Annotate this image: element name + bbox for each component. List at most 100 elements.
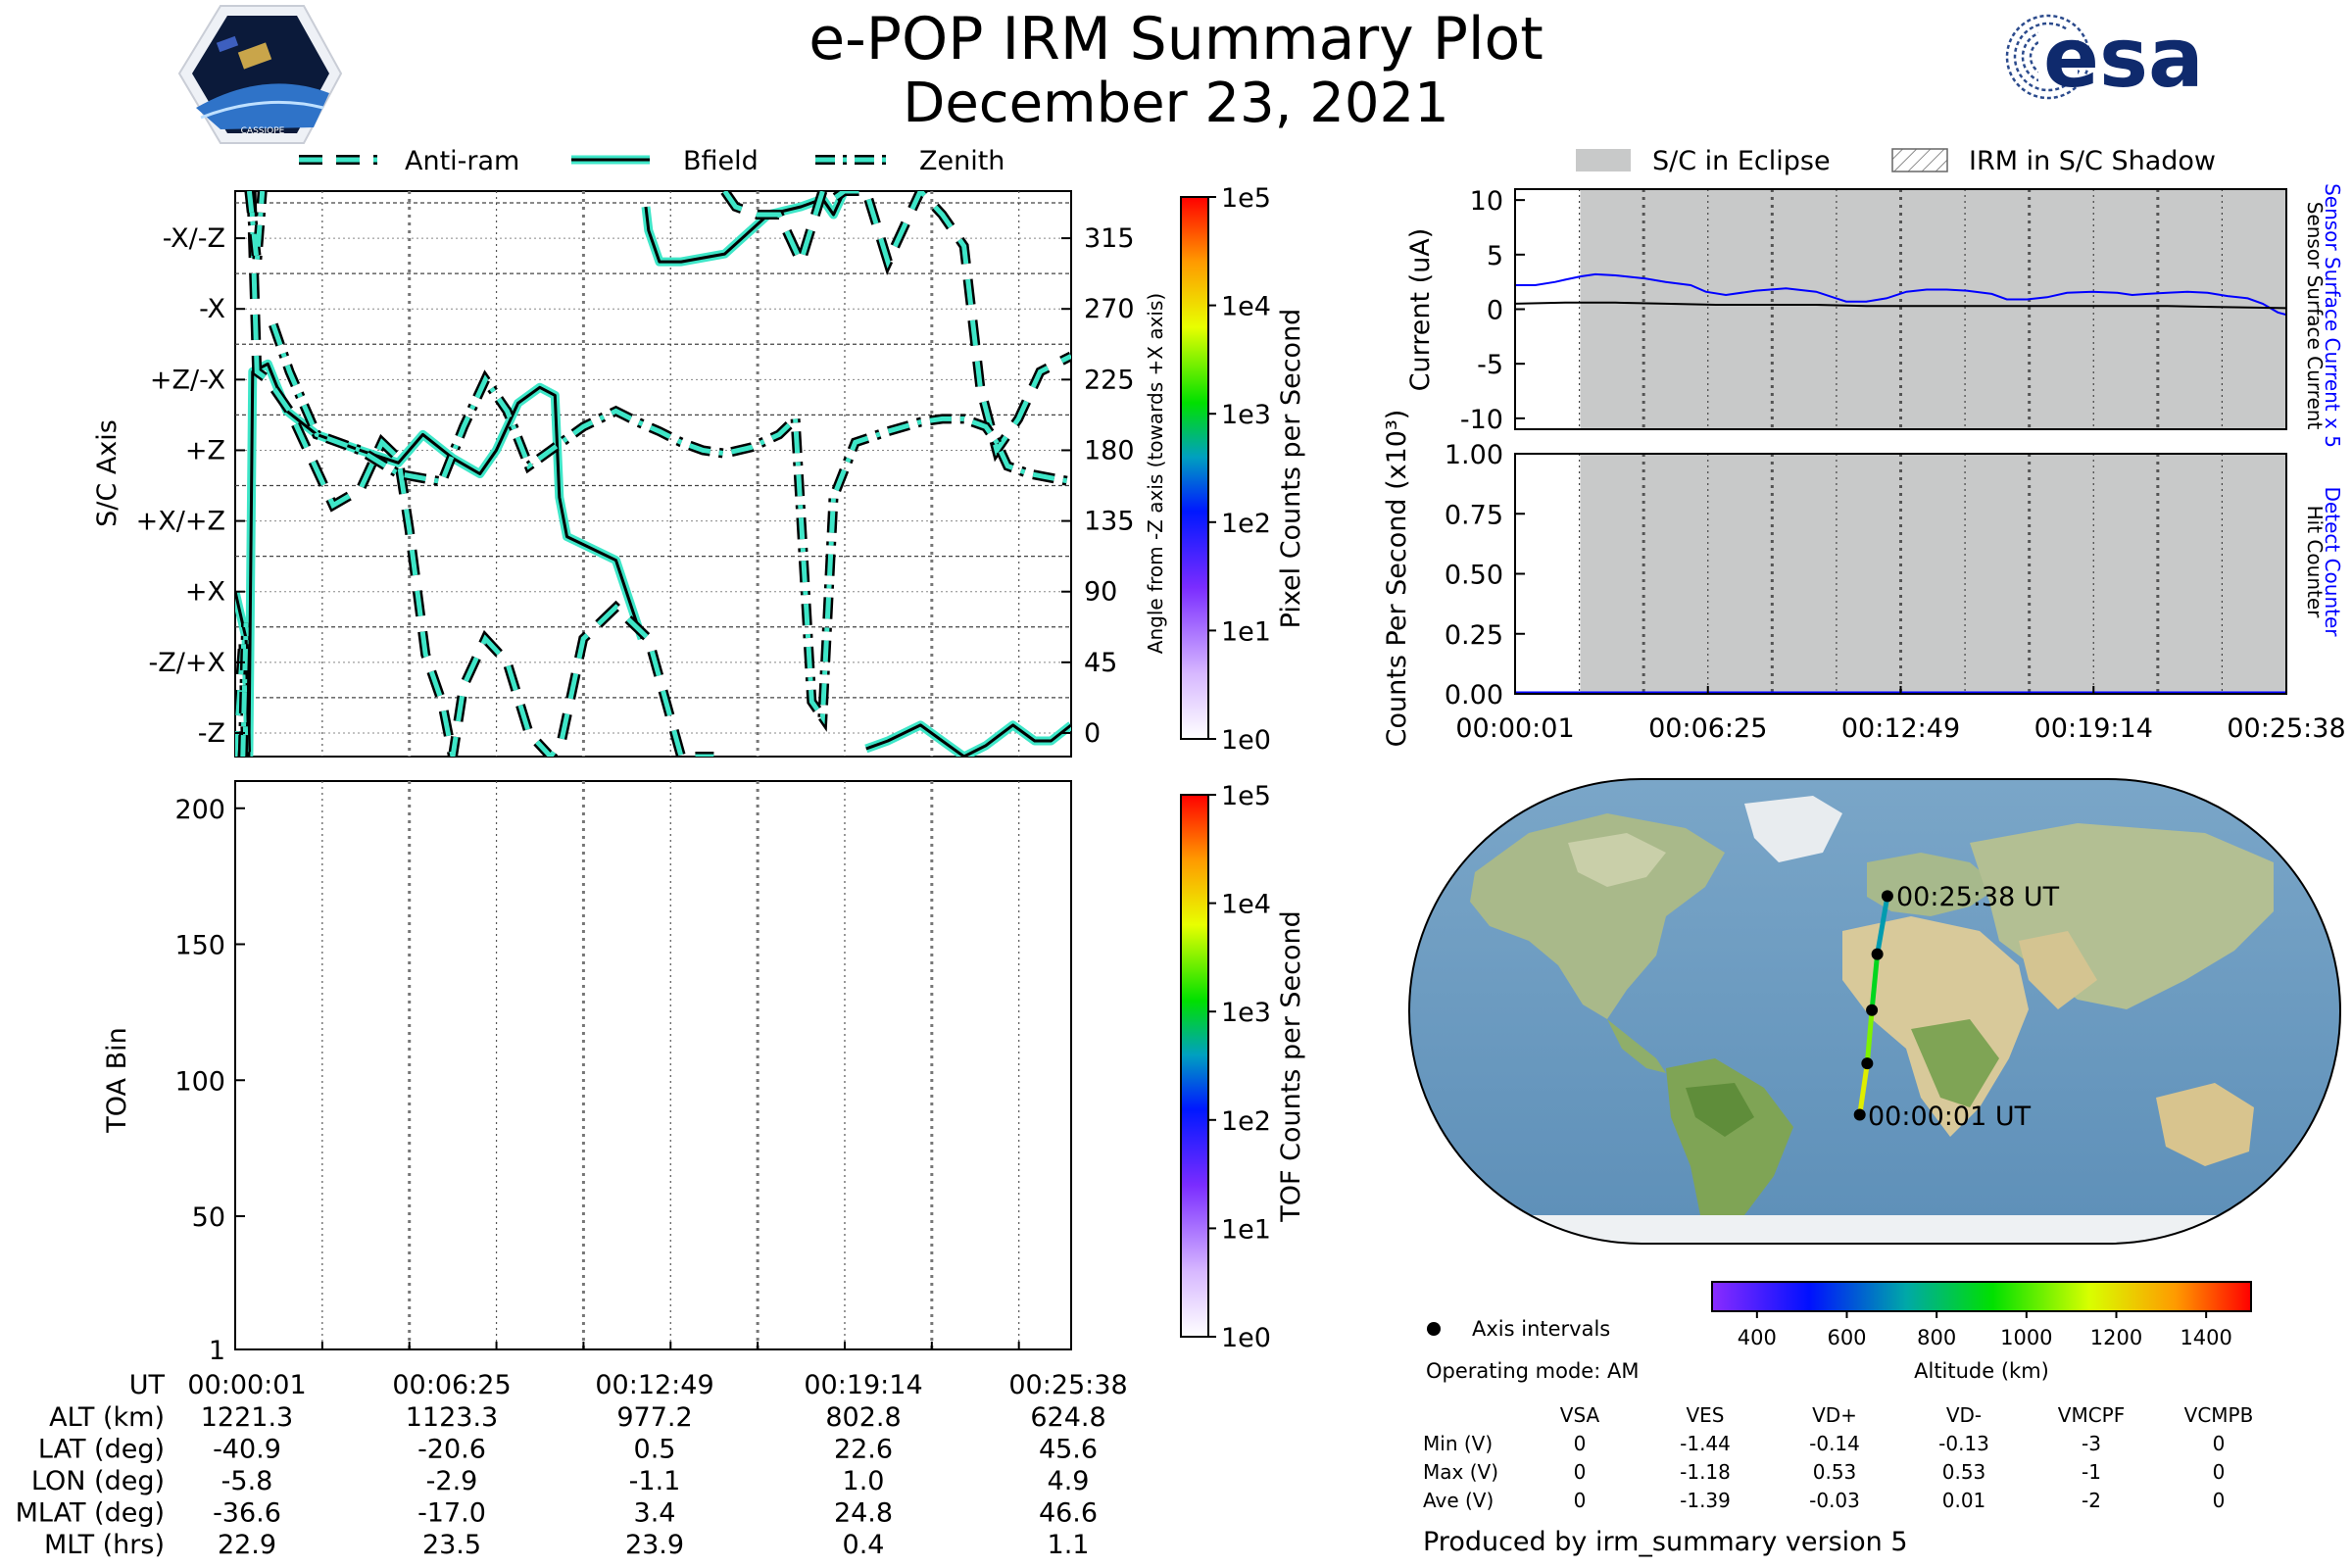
world-map: 00:25:38 UT 00:00:01 UT [1408,778,2341,1245]
voltage-cell: -0.13 [1938,1432,1989,1455]
orbit-table-cell: 4.9 [1048,1466,1090,1496]
orbit-table-row-label: MLT (hrs) [44,1530,165,1560]
orbit-table-cell: 23.9 [625,1530,684,1560]
voltage-cell: -0.03 [1809,1489,1860,1512]
orbit-table-time: 00:06:25 [392,1370,511,1400]
voltage-row-label: Max (V) [1423,1460,1498,1484]
voltage-column-header: VSA [1560,1403,1600,1427]
tof-colorbar: 1e0 1e1 1e2 1e3 1e4 1e5 TOF Counts per Second [1180,781,1306,1353]
counts-xtick-label: 00:25:38 [2227,713,2345,744]
voltage-column-header: VES [1686,1403,1724,1427]
title-block: e-POP IRM Summary Plot December 23, 2021 [745,6,1607,135]
voltage-cell: 0 [1574,1489,1587,1512]
orbit-table-row-label: LAT (deg) [38,1435,165,1465]
voltage-cell: 0.53 [1942,1460,1986,1484]
page-title: e-POP IRM Summary Plot [808,5,1544,74]
orbit-table-time: 00:00:01 [187,1370,306,1400]
orbit-table-cell: -17.0 [417,1498,486,1529]
voltage-cell: -1.44 [1680,1432,1731,1455]
attitude-ticks: -X/-Z -X +Z/-X +Z +X/+Z +X -Z/+X -Z 315 270 225 180… [136,223,1135,749]
tof-colorbar-tick-label: 1e2 [1221,1106,1271,1137]
counts-y2label-black: Hit Counter [2303,506,2327,618]
counts-ytick-label: 1.00 [1445,440,1503,470]
continents [1411,796,2340,1244]
cassiope-logo: CASSIOPE [177,5,343,144]
right-legend: S/C in Eclipse IRM in S/C Shadow [1576,146,2216,176]
toa-ytick-label: 1 [209,1336,225,1366]
orbit-table-cell: 0.5 [634,1435,676,1465]
pixel-colorbar-label: Pixel Counts per Second [1276,309,1306,629]
pixel-colorbar-tick-label: 1e3 [1221,400,1271,430]
orbit-table-cell: 23.5 [422,1530,481,1560]
counts-eclipse-band [1580,454,2286,694]
bfield-line [865,723,1071,757]
ground-track-segment [1864,1009,1875,1064]
orbit-table-row-label: MLAT (deg) [16,1498,165,1529]
orbit-table: UT 00:00:01 00:06:25 00:12:49 00:19:14 00:25:… [16,1370,1128,1560]
orbit-table-header-label: UT [129,1370,166,1400]
toa-ytick-label: 100 [174,1066,225,1097]
ground-track-segment [1869,954,1881,1010]
orbit-table-cell: 802.8 [825,1402,901,1433]
orbit-table-cell: 1123.3 [406,1402,498,1433]
counts-xtick-label: 00:19:14 [2034,713,2153,744]
voltage-cell: -1.18 [1680,1460,1731,1484]
voltage-cell: 0 [2213,1432,2226,1455]
orbit-table-row-label: ALT (km) [49,1402,165,1433]
orbit-table-cell: 3.4 [634,1498,676,1529]
current-ytick-label: 10 [1470,186,1503,217]
orbit-table-cell: 0.4 [843,1530,885,1560]
orbit-table-cell: -1.1 [629,1466,681,1496]
ground-track-segment [1857,1062,1870,1115]
counts-xtick-label: 00:06:25 [1648,713,1767,744]
toa-ytick-label: 50 [192,1202,225,1233]
tof-colorbar-tick-label: 1e1 [1221,1214,1271,1245]
anti-ram-line [722,191,1071,457]
voltage-cell: -2 [2082,1489,2101,1512]
ground-track-point [1866,1004,1879,1016]
legend-zenith: Zenith [919,146,1004,176]
toa-ytick-label: 200 [174,795,225,825]
altitude-colorbar-tick-label: 1000 [2000,1326,2052,1349]
tof-colorbar-label: TOF Counts per Second [1276,910,1306,1223]
legend-bfield: Bfield [683,146,759,176]
current-ytick-label: -10 [1460,405,1503,435]
voltage-cell: 0.01 [1942,1489,1986,1512]
orbit-table-cell: -40.9 [213,1435,281,1465]
orbit-table-cell: 977.2 [616,1402,692,1433]
attitude-y2tick-label: 315 [1084,223,1135,254]
axis-intervals-label: Axis intervals [1472,1317,1610,1341]
attitude-panel: -X/-Z -X +Z/-X +Z +X/+Z +X -Z/+X -Z 315 270 225 180… [92,190,1167,758]
tof-colorbar-tick-label: 1e4 [1221,890,1271,920]
page-date: December 23, 2021 [903,72,1449,135]
attitude-ytick-label: -X [199,294,225,324]
ground-track-point [1871,948,1884,960]
counts-panel: 0.00 0.25 0.50 0.75 1.00 Counts Per Second (… [1382,410,2346,748]
attitude-y2tick-label: 135 [1084,507,1135,537]
attitude-y2tick-label: 90 [1084,577,1117,608]
tof-colorbar-tick-label: 1e0 [1221,1323,1271,1353]
orbit-table-cell: -36.6 [213,1498,281,1529]
attitude-lines [235,191,1071,757]
current-x5-line [1515,272,2286,317]
voltage-cell: 0 [2213,1460,2226,1484]
current-ylabel: Current (uA) [1405,228,1436,392]
orbit-table-cell: 1221.3 [201,1402,293,1433]
ground-track-point [1861,1057,1874,1070]
voltage-column-header: VD+ [1812,1403,1857,1427]
orbit-table-cell: 22.6 [834,1435,893,1465]
voltage-cell: -1 [2082,1460,2101,1484]
attitude-y2label: Angle from -Z axis (towards +X axis) [1144,293,1167,654]
esa-logo: esa [2005,10,2204,106]
esa-logo-text: esa [2043,10,2204,106]
attitude-y2tick-label: 225 [1084,365,1135,395]
ground-track-point [1853,1108,1866,1121]
counts-ytick-label: 0.75 [1445,500,1503,530]
credit: Produced by irm_summary version 5 [1423,1527,1908,1557]
current-y2label-blue: Sensor Surface Current x 5 [2321,183,2344,448]
pixel-colorbar-tick-label: 1e5 [1221,183,1271,214]
orbit-table-cell: 1.0 [843,1466,885,1496]
counts-ylabel: Counts Per Second (x10³) [1382,410,1412,748]
orbit-table-cell: 1.1 [1048,1530,1090,1560]
voltage-cell: -0.14 [1809,1432,1860,1455]
